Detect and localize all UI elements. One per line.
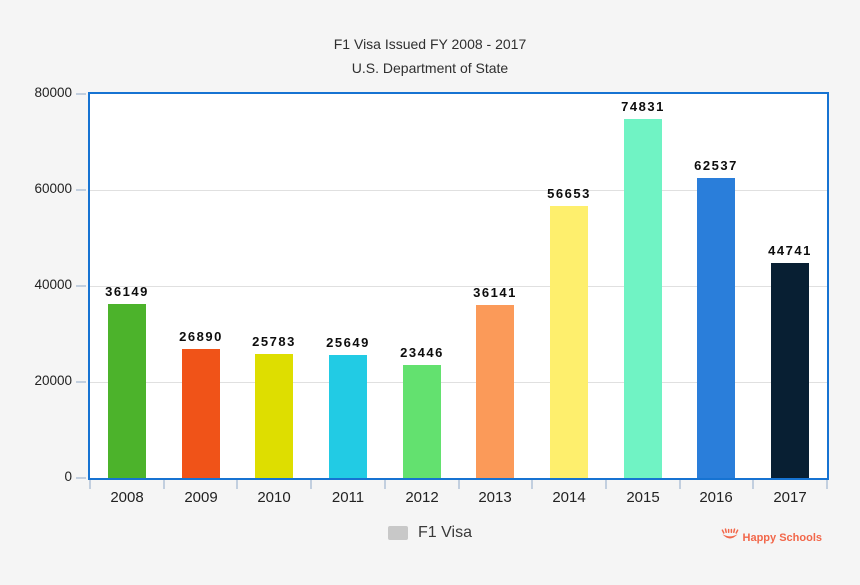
happy-schools-name: Happy Schools bbox=[742, 531, 822, 544]
bar-value-2015: 74831 bbox=[621, 99, 665, 114]
bar-value-2012: 23446 bbox=[400, 345, 444, 360]
bar-value-2016: 62537 bbox=[694, 158, 738, 173]
x-axis-tick bbox=[752, 480, 754, 489]
y-axis-label-80000: 80000 bbox=[34, 85, 72, 100]
x-axis-tick bbox=[679, 480, 681, 489]
bar-2014[interactable] bbox=[550, 206, 588, 478]
chart-title: F1 Visa Issued FY 2008 - 2017 bbox=[333, 36, 527, 52]
x-axis-tick bbox=[458, 480, 460, 489]
y-axis-label-40000: 40000 bbox=[34, 277, 72, 292]
happy-schools-smiley-icon bbox=[721, 528, 739, 547]
x-axis-label-2008: 2008 bbox=[110, 489, 144, 506]
bar-2008[interactable] bbox=[108, 304, 146, 478]
x-axis-label-2017: 2017 bbox=[773, 489, 807, 506]
x-axis-tick bbox=[531, 480, 533, 489]
plot-area: 36149 26890 25783 25649 23446 36141 56653 74831… bbox=[88, 92, 829, 480]
x-axis-tick bbox=[89, 480, 91, 489]
gridline-20000 bbox=[90, 382, 827, 383]
bar-value-2014: 56653 bbox=[547, 186, 591, 201]
x-axis-label-2012: 2012 bbox=[405, 489, 439, 506]
bar-2017[interactable] bbox=[771, 263, 809, 478]
y-axis-tick bbox=[76, 93, 86, 95]
legend: F1 Visa bbox=[0, 524, 860, 542]
y-axis-label-0: 0 bbox=[64, 469, 72, 484]
x-axis-tick bbox=[163, 480, 165, 489]
bar-value-2010: 25783 bbox=[252, 334, 296, 349]
bar-value-2017: 44741 bbox=[768, 243, 812, 258]
x-axis-tick bbox=[605, 480, 607, 489]
x-axis-tick bbox=[384, 480, 386, 489]
bar-value-2011: 25649 bbox=[326, 335, 370, 350]
legend-label-f1-visa[interactable]: F1 Visa bbox=[418, 524, 472, 541]
bar-2010[interactable] bbox=[255, 354, 293, 478]
x-axis-tick bbox=[826, 480, 828, 489]
bar-value-2008: 36149 bbox=[105, 284, 149, 299]
gridline-60000 bbox=[90, 190, 827, 191]
x-axis-label-2015: 2015 bbox=[626, 489, 660, 506]
gridline-40000 bbox=[90, 286, 827, 287]
y-axis-tick bbox=[76, 477, 86, 479]
bar-value-2009: 26890 bbox=[179, 329, 223, 344]
bar-2015[interactable] bbox=[624, 119, 662, 478]
y-axis-tick bbox=[76, 285, 86, 287]
x-axis-label-2013: 2013 bbox=[478, 489, 512, 506]
y-axis-tick bbox=[76, 189, 86, 191]
legend-swatch-f1-visa[interactable] bbox=[388, 526, 409, 540]
bar-value-2013: 36141 bbox=[473, 285, 517, 300]
x-axis-label-2010: 2010 bbox=[257, 489, 291, 506]
y-axis-label-60000: 60000 bbox=[34, 181, 72, 196]
y-axis-tick bbox=[76, 381, 86, 383]
happy-schools-logo[interactable]: Happy Schools bbox=[721, 528, 822, 547]
x-axis-label-2011: 2011 bbox=[331, 489, 365, 506]
y-axis-label-20000: 20000 bbox=[34, 373, 72, 388]
bar-2012[interactable] bbox=[403, 365, 441, 478]
bar-2011[interactable] bbox=[329, 355, 367, 478]
bar-2013[interactable] bbox=[476, 305, 514, 478]
bar-2016[interactable] bbox=[697, 178, 735, 478]
bar-2009[interactable] bbox=[182, 349, 220, 478]
x-axis-label-2014: 2014 bbox=[552, 489, 586, 506]
chart-subtitle: U.S. Department of State bbox=[351, 60, 509, 76]
x-axis-label-2016: 2016 bbox=[699, 489, 733, 506]
x-axis-tick bbox=[236, 480, 238, 489]
x-axis-label-2009: 2009 bbox=[184, 489, 218, 506]
x-axis-tick bbox=[310, 480, 312, 489]
